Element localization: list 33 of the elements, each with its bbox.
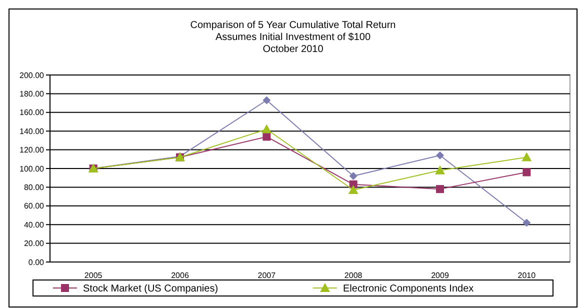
point [348, 185, 358, 194]
y-tick-label: 160.00 [20, 108, 45, 118]
point [262, 132, 271, 141]
point [522, 168, 531, 176]
point [262, 96, 271, 104]
x-tick-label: 2005 [84, 271, 103, 280]
y-tick-label: 0.00 [28, 258, 45, 267]
x-tick-label: 2006 [171, 271, 190, 280]
y-tick-label: 60.00 [24, 202, 45, 211]
x-tick-label: 2007 [258, 271, 276, 280]
y-tick-label: 140.00 [20, 126, 45, 136]
point [522, 152, 532, 162]
y-tick-label: 20.00 [24, 239, 45, 248]
point [436, 151, 444, 160]
legend-label: Stock Market (US Companies) [83, 284, 218, 294]
point [435, 165, 445, 174]
chart-subtitle: Assumes Initial Investment of $100 [215, 32, 371, 43]
x-tick-label: 2010 [518, 271, 536, 280]
legend-label: Electronic Components Index [343, 284, 474, 294]
chart-title: Comparison of 5 Year Cumulative Total Return [190, 20, 396, 31]
text: October 2010 [262, 44, 324, 55]
y-tick-label: 120.00 [20, 146, 45, 155]
y-tick-label: 80.00 [24, 183, 45, 192]
y-tick-label: 100.00 [20, 164, 45, 174]
x-tick-label: 2009 [431, 271, 450, 280]
y-tick-label: 40.00 [24, 220, 45, 230]
x-tick-label: 2008 [344, 271, 363, 280]
point [349, 172, 358, 180]
y-tick-label: 180.00 [20, 90, 45, 98]
point [522, 218, 531, 227]
point [436, 185, 444, 194]
point [262, 124, 272, 134]
y-tick-label: 200.00 [20, 70, 45, 80]
